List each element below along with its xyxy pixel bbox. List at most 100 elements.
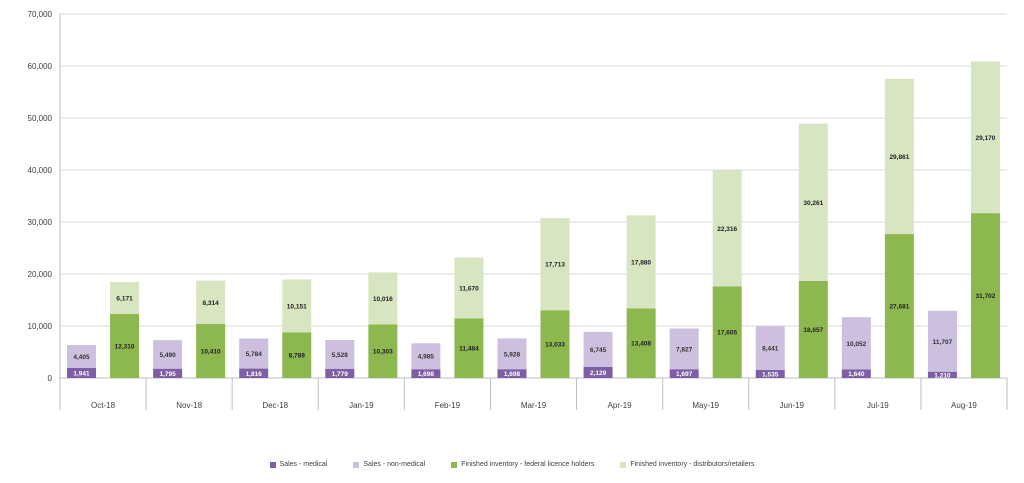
bar-segment — [755, 370, 785, 378]
bar-segment — [454, 257, 484, 319]
data-label: 8,789 — [289, 353, 306, 360]
y-tick-label: 0 — [48, 374, 53, 383]
x-tick-label: Dec-18 — [262, 401, 288, 410]
data-label: 22,316 — [717, 226, 737, 233]
stacked-bar-chart: 0 10,000 20,000 30,000 40,000 50,000 60,000 70,… — [28, 10, 1008, 410]
data-label: 8,441 — [762, 346, 779, 353]
data-label: 11,670 — [459, 285, 479, 292]
bar-segment — [669, 328, 699, 370]
bar-segment — [583, 331, 613, 367]
bar-segment — [712, 170, 742, 287]
y-tick-label: 30,000 — [28, 218, 53, 227]
bar-segment — [153, 368, 183, 378]
bar-segment — [454, 318, 484, 378]
data-label: 4,985 — [418, 354, 435, 361]
legend-swatch-inventory-distributors — [620, 461, 627, 468]
bar-segment — [626, 308, 656, 378]
data-label: 13,408 — [631, 341, 651, 348]
data-label: 31,702 — [976, 293, 996, 300]
x-tick-label: Mar-19 — [521, 401, 547, 410]
data-label: 30,261 — [803, 200, 823, 207]
data-label: 27,681 — [889, 304, 909, 311]
bar-segment — [325, 368, 355, 378]
legend: Sales - medical Sales - non-medical Fini… — [0, 461, 1024, 468]
data-label: 10,052 — [846, 341, 866, 348]
legend-item-sales-non-medical: Sales - non-medical — [353, 461, 425, 468]
legend-label-inventory-federal: Finished inventory - federal licence hol… — [461, 461, 595, 468]
x-tick-label: Nov-18 — [176, 401, 202, 410]
bar-segment — [841, 369, 871, 378]
bar-segment — [368, 324, 398, 378]
data-label: 4,405 — [73, 354, 90, 361]
legend-label-sales-non-medical: Sales - non-medical — [363, 461, 426, 468]
data-label: 13,033 — [545, 342, 565, 349]
data-label: 29,861 — [889, 154, 909, 161]
legend-item-inventory-distributors: Finished inventory - distributors/retail… — [620, 461, 754, 468]
data-label: 5,784 — [246, 351, 263, 358]
bar-segment — [884, 78, 914, 235]
bar-segment — [583, 366, 613, 378]
data-label: 1,795 — [159, 371, 176, 378]
data-label: 18,657 — [803, 327, 823, 334]
bar-segment — [153, 340, 183, 369]
data-label: 5,928 — [504, 351, 521, 358]
bar-segment — [626, 215, 656, 309]
bar-segment — [239, 338, 269, 369]
bar-segment — [196, 280, 226, 324]
legend-swatch-sales-medical — [269, 461, 276, 468]
bar-segment — [67, 367, 97, 378]
x-tick-label: Oct-18 — [91, 401, 116, 410]
data-label: 6,171 — [116, 295, 133, 302]
data-label: 1,941 — [73, 370, 90, 377]
data-label: 1,698 — [418, 371, 435, 378]
data-label: 8,314 — [203, 300, 220, 307]
bar-segment — [239, 368, 269, 378]
legend-label-sales-medical: Sales - medical — [279, 461, 328, 468]
legend-label-inventory-distributors: Finished inventory - distributors/retail… — [630, 461, 755, 468]
y-tick-label: 70,000 — [28, 10, 53, 19]
data-label: 7,827 — [676, 346, 693, 353]
bar-segment — [798, 123, 828, 281]
x-tick-label: Jan-19 — [349, 401, 374, 410]
legend-item-sales-medical: Sales - medical — [269, 461, 328, 468]
data-label: 2,129 — [590, 370, 607, 377]
data-label: 12,310 — [115, 343, 135, 350]
data-label: 10,303 — [373, 349, 393, 356]
bar-segment — [927, 371, 957, 378]
data-label: 1,779 — [332, 371, 349, 378]
legend-item-inventory-federal: Finished inventory - federal licence hol… — [451, 461, 594, 468]
bar-segment — [540, 310, 570, 378]
bar-segment — [970, 61, 1000, 214]
data-label: 17,880 — [631, 259, 651, 266]
data-label: 11,707 — [933, 339, 953, 346]
bar-segment — [325, 340, 355, 369]
bar-segment — [755, 326, 785, 371]
y-tick-label: 50,000 — [28, 114, 53, 123]
data-label: 17,605 — [717, 330, 737, 337]
data-label: 6,745 — [590, 347, 607, 354]
bar-segment — [712, 286, 742, 378]
x-tick-label: Jul-19 — [867, 401, 889, 410]
x-tick-label: Apr-19 — [608, 401, 633, 410]
legend-swatch-inventory-federal — [451, 461, 458, 468]
data-label: 1,640 — [848, 371, 865, 378]
y-tick-label: 40,000 — [28, 166, 53, 175]
bar-segment — [927, 310, 957, 372]
x-tick-label: Aug-19 — [951, 401, 977, 410]
data-label: 17,713 — [545, 262, 565, 269]
bar-segment — [884, 234, 914, 378]
x-tick-label: May-19 — [692, 401, 719, 410]
x-tick-label: Feb-19 — [435, 401, 461, 410]
bar-segment — [110, 281, 140, 314]
bar-segment — [411, 343, 441, 370]
data-label: 1,698 — [504, 371, 521, 378]
bar-segment — [841, 317, 871, 370]
data-label: 11,484 — [459, 346, 479, 353]
data-label: 5,528 — [332, 352, 349, 359]
bar-segment — [798, 280, 828, 378]
bar-segment — [497, 369, 527, 378]
bar-segment — [368, 272, 398, 325]
x-tick-label: Jun-19 — [780, 401, 805, 410]
bar-segment — [540, 218, 570, 311]
